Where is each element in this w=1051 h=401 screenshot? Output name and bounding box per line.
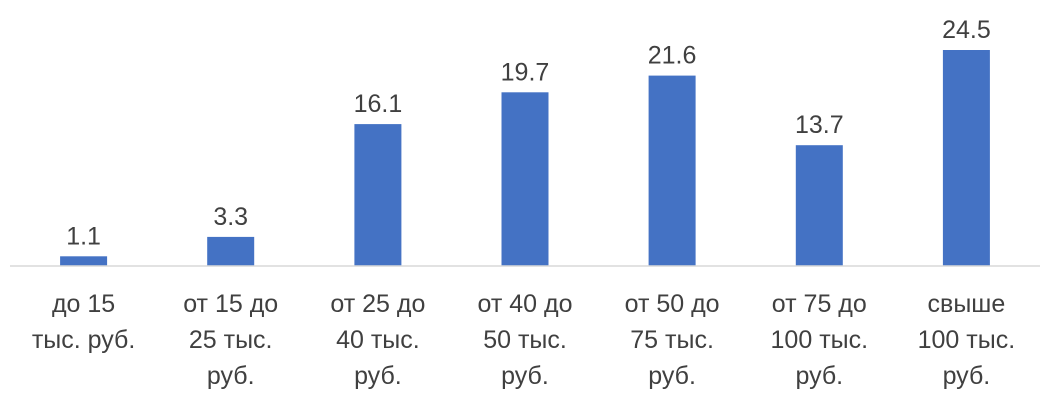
category-label: до 15 тыс. руб.: [32, 290, 135, 354]
category-label: от 15 до 25 тыс. руб.: [183, 290, 278, 390]
data-label: 13.7: [795, 111, 844, 139]
category-label-line: руб.: [501, 362, 549, 390]
bar: [942, 50, 990, 266]
category-label: от 40 до 50 тыс. руб.: [478, 290, 573, 390]
category-label-line: 100 тыс.: [771, 326, 869, 354]
data-label: 21.6: [648, 42, 697, 70]
category-label-line: от 75 до: [772, 290, 867, 318]
category-label-line: 40 тыс.: [336, 326, 420, 354]
category-label: от 50 до 75 тыс. руб.: [625, 290, 720, 390]
category-label-line: руб.: [207, 362, 255, 390]
category-label-line: от 40 до: [478, 290, 573, 318]
category-label-line: от 50 до: [625, 290, 720, 318]
bar: [795, 145, 843, 266]
category-label: от 25 до 40 тыс. руб.: [330, 290, 425, 390]
category-label-line: от 25 до: [330, 290, 425, 318]
bar: [354, 124, 402, 266]
category-label-line: до 15: [52, 290, 115, 318]
category-label-line: руб.: [354, 362, 402, 390]
bar: [60, 256, 108, 266]
category-label-line: руб.: [943, 362, 991, 390]
category-label-line: тыс. руб.: [32, 326, 135, 354]
data-label: 16.1: [354, 90, 403, 118]
data-label: 19.7: [501, 58, 550, 86]
data-label: 1.1: [66, 222, 101, 250]
data-labels-group: 1.1 3.3 16.1 19.7 21.6 13.7 24.5: [66, 16, 991, 250]
category-labels-group: до 15 тыс. руб.от 15 до 25 тыс. руб.от 25 д…: [32, 290, 1015, 390]
category-label-line: свыше: [928, 290, 1006, 318]
category-label-line: 25 тыс.: [189, 326, 273, 354]
category-label: свыше 100 тыс. руб.: [918, 290, 1016, 390]
data-label: 24.5: [942, 16, 991, 44]
category-label-line: руб.: [795, 362, 843, 390]
category-label: от 75 до 100 тыс. руб.: [771, 290, 869, 390]
bars-group: [60, 50, 990, 266]
category-label-line: 75 тыс.: [630, 326, 714, 354]
category-label-line: 100 тыс.: [918, 326, 1016, 354]
category-label-line: руб.: [648, 362, 696, 390]
category-label-line: 50 тыс.: [483, 326, 567, 354]
bar: [648, 75, 696, 266]
bar: [501, 92, 549, 266]
bar: [207, 236, 255, 266]
data-label: 3.3: [213, 203, 248, 231]
category-label-line: от 15 до: [183, 290, 278, 318]
